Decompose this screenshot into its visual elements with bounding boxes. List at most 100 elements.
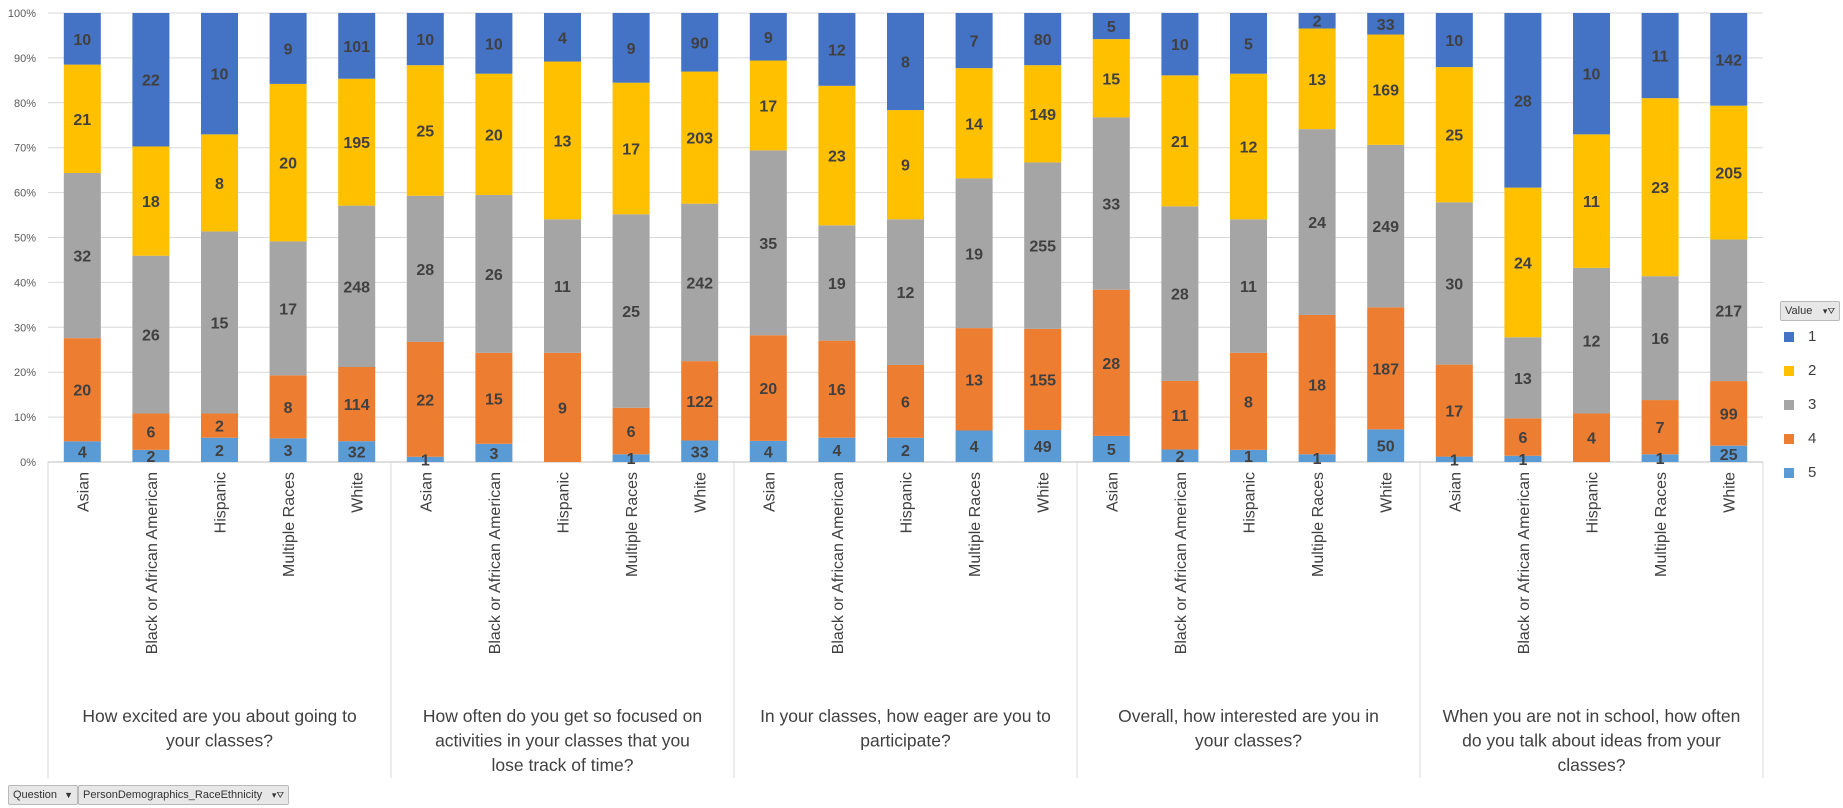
legend-label: 5: [1808, 464, 1817, 481]
bar-segment: [1367, 34, 1405, 145]
data-label: 5: [1107, 19, 1116, 36]
bar-segment: [1161, 206, 1199, 381]
bar-segment: [1573, 267, 1610, 414]
data-label: 9: [284, 41, 293, 58]
legend-filter-button[interactable]: Value ▾⛛: [1780, 301, 1840, 321]
bar-segment: [1367, 429, 1405, 462]
bar-segment: [1161, 380, 1199, 450]
bar-segment: [1435, 456, 1473, 462]
data-label: 255: [1029, 239, 1056, 256]
x-category-label: White: [1379, 472, 1396, 513]
data-label: 17: [759, 98, 777, 115]
data-label: 32: [73, 249, 91, 266]
data-label: 1: [1313, 451, 1322, 468]
data-label: 2: [215, 443, 224, 460]
data-label: 50: [1377, 439, 1395, 456]
data-label: 6: [146, 425, 155, 442]
data-label: 8: [215, 176, 224, 193]
data-label: 12: [897, 285, 915, 302]
bar-segment: [544, 13, 581, 62]
demographics-filter-button[interactable]: PersonDemographics_RaceEthnicity ▾⛛: [78, 785, 289, 805]
data-label: 13: [554, 133, 572, 150]
bar-segment: [1230, 13, 1267, 74]
data-label: 80: [1034, 32, 1052, 49]
y-tick-label: 20%: [14, 367, 36, 379]
legend: Value ▾⛛ 1 2 3 4 5: [1780, 301, 1843, 481]
y-axis-ticks: 0% 10% 20% 30% 40% 50% 60% 70% 80% 90% 100%: [8, 8, 36, 469]
y-tick-label: 40%: [14, 277, 36, 289]
data-label: 10: [211, 67, 229, 84]
bar-segment: [749, 60, 787, 151]
data-label: 1: [1450, 452, 1459, 469]
bar-segment: [1710, 381, 1748, 446]
bar-segment: [201, 437, 238, 462]
data-label: 25: [1445, 128, 1463, 145]
bar-segment: [1710, 239, 1748, 382]
bar-segment: [749, 335, 787, 441]
x-category-label: Black or African American: [487, 472, 504, 654]
bar-segment: [63, 64, 101, 173]
data-label: 217: [1715, 303, 1742, 320]
data-label: 187: [1372, 361, 1399, 378]
data-label: 28: [416, 262, 434, 279]
data-label: 14: [965, 116, 983, 133]
y-tick-label: 30%: [14, 322, 36, 334]
data-label: 15: [1102, 71, 1120, 88]
bar-segment: [269, 83, 307, 242]
bar-segment: [1092, 13, 1130, 40]
data-label: 1: [1244, 449, 1253, 466]
data-label: 10: [1583, 67, 1601, 84]
legend-title: Value: [1785, 305, 1813, 317]
data-label: 205: [1715, 166, 1742, 183]
data-label: 9: [627, 41, 636, 58]
data-label: 3: [489, 446, 498, 463]
bar-segment: [749, 150, 787, 336]
data-label: 5: [1244, 36, 1253, 53]
bar-segment: [1504, 418, 1542, 456]
data-label: 25: [1720, 447, 1738, 464]
x-category-label: Multiple Races: [967, 472, 984, 577]
bar-segment: [1641, 400, 1679, 455]
bar-segment: [338, 441, 376, 462]
x-category-label: Black or African American: [1173, 472, 1190, 654]
data-label: 7: [1656, 420, 1665, 437]
bar-segment: [818, 437, 856, 462]
bar-segment: [612, 214, 650, 408]
data-label: 22: [416, 392, 434, 409]
data-label: 19: [965, 246, 983, 263]
data-label: 15: [485, 391, 503, 408]
data-label: 13: [1308, 72, 1326, 89]
data-label: 12: [1240, 139, 1258, 156]
data-label: 249: [1372, 219, 1399, 236]
data-label: 4: [832, 443, 841, 460]
bar-segment: [681, 361, 719, 441]
data-label: 4: [1587, 431, 1596, 448]
bar-segment: [132, 413, 170, 450]
bar-segment: [1367, 13, 1405, 35]
bar-segment: [63, 338, 101, 442]
bar-segment: [406, 13, 444, 66]
data-label: 10: [1445, 33, 1463, 50]
data-label: 20: [485, 127, 503, 144]
data-label: 10: [416, 32, 434, 49]
data-label: 6: [627, 424, 636, 441]
data-label: 25: [622, 304, 640, 321]
bar-segment: [406, 456, 444, 462]
bar-segment: [1710, 445, 1748, 462]
bar-segment: [1161, 13, 1199, 76]
data-label: 16: [828, 382, 846, 399]
question-field-button[interactable]: Question ▼: [8, 785, 78, 805]
y-tick-label: 90%: [14, 53, 36, 65]
bar-segment: [1435, 202, 1473, 365]
x-category-label: Multiple Races: [1653, 472, 1670, 577]
data-label: 6: [1518, 430, 1527, 447]
y-tick-label: 100%: [8, 8, 36, 20]
data-label: 2: [1175, 449, 1184, 466]
data-label: 21: [73, 112, 91, 129]
data-label: 20: [759, 381, 777, 398]
bars: [63, 13, 1748, 462]
data-label: 4: [970, 439, 979, 456]
bar-segment: [612, 407, 650, 455]
data-label: 16: [1651, 331, 1669, 348]
data-label: 4: [558, 30, 567, 47]
